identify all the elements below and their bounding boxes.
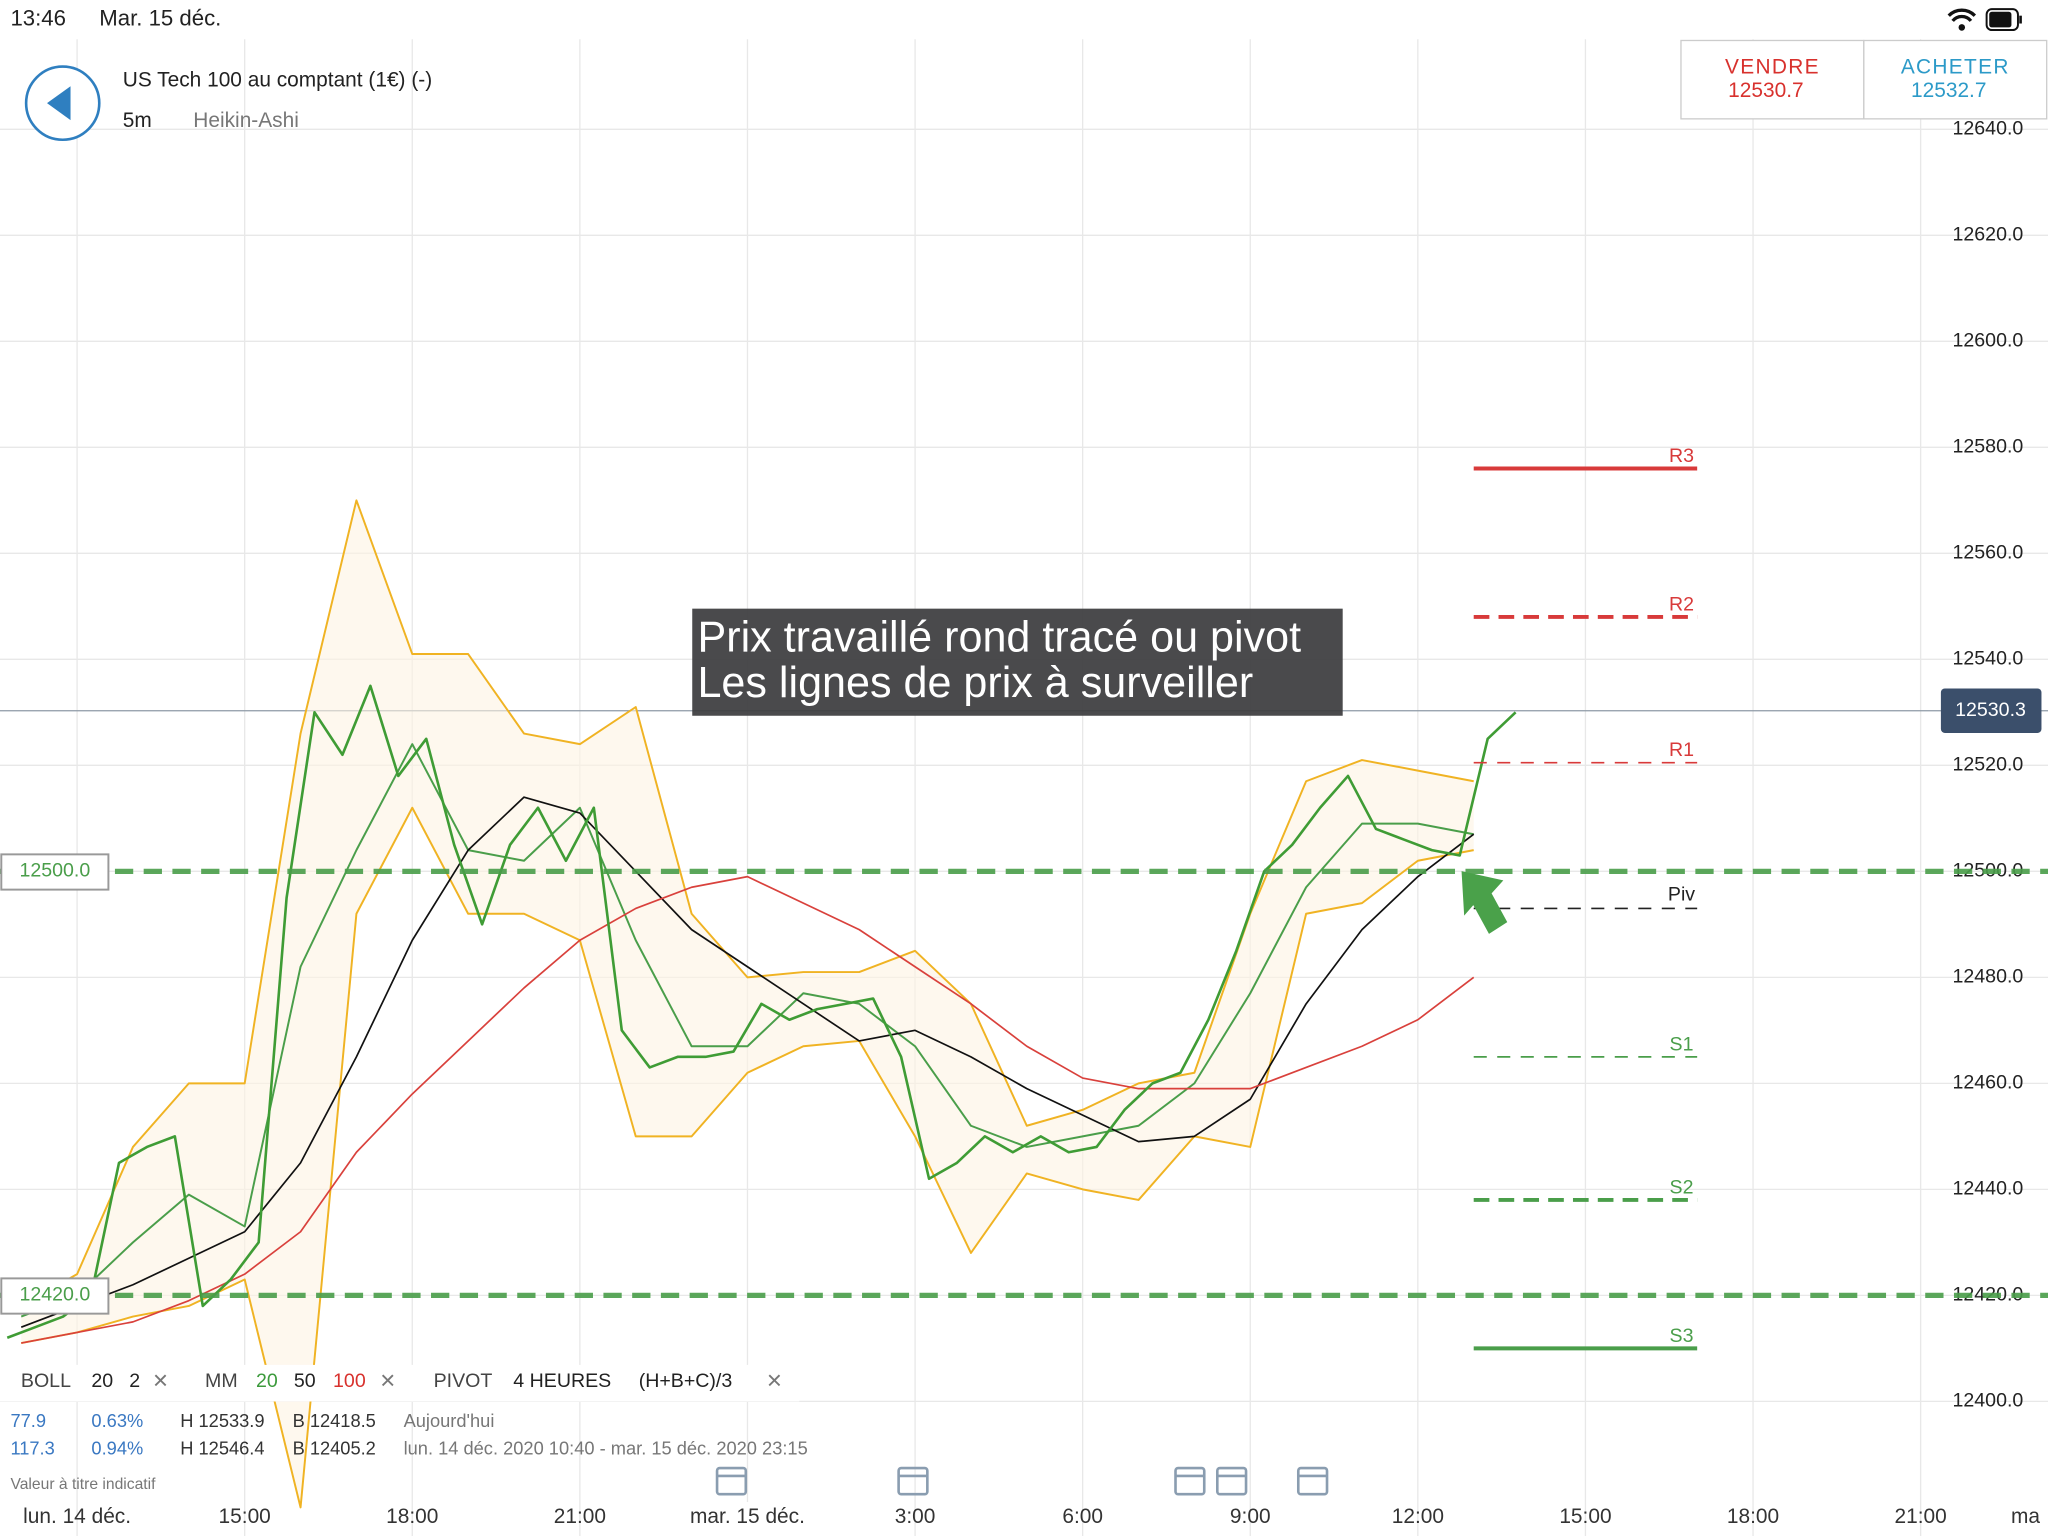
current-price-box — [1940, 688, 2042, 733]
x-tick-label: 18:00 — [386, 1505, 438, 1528]
annotation-line: Les lignes de prix à surveiller — [697, 659, 1253, 707]
y-tick-label: 12600.0 — [1953, 329, 2024, 351]
price-line — [6, 684, 1517, 1339]
y-tick-label: 12580.0 — [1953, 435, 2024, 457]
x-tick-label: 15:00 — [1559, 1505, 1611, 1528]
legend-value: (H+B+C)/3 — [639, 1370, 733, 1392]
overlay: 12400.0 12420.0 12440.0 12460.0 12480.0 12500… — [0, 117, 2048, 1536]
current-price-label: 12530.3 — [1955, 699, 2026, 721]
pivot-label: R3 — [1669, 445, 1694, 467]
x-tick-label: lun. 14 déc. — [23, 1505, 131, 1528]
x-tick-label: 21:00 — [554, 1505, 606, 1528]
stat: 117.3 — [10, 1438, 54, 1459]
stat: B 12405.2 — [293, 1438, 376, 1459]
pivot-label: R1 — [1669, 739, 1694, 761]
x-tick-label: 18:00 — [1727, 1505, 1779, 1528]
y-tick-label: 12520.0 — [1953, 754, 2024, 776]
sell-button[interactable]: VENDRE 12530.7 — [1680, 39, 1865, 120]
indicator-line — [21, 875, 1475, 1344]
sell-price: 12530.7 — [1728, 79, 1803, 102]
legend-value: 2 — [129, 1370, 140, 1392]
legend-boll: BOLL — [21, 1370, 71, 1392]
x-tick-label: 21:00 — [1895, 1505, 1947, 1528]
y-tick-label: 12620.0 — [1953, 223, 2024, 245]
legend-value: 4 HEURES — [513, 1370, 611, 1392]
y-tick-label: 12560.0 — [1953, 541, 2024, 563]
x-tick-label: 12:00 — [1392, 1505, 1444, 1528]
price-tag: 12500.0 — [19, 860, 90, 882]
y-tick-label: 12400.0 — [1953, 1390, 2024, 1412]
x-tick-label: 3:00 — [895, 1505, 936, 1528]
price-tag: 12420.0 — [19, 1284, 90, 1306]
remove-button[interactable]: × — [153, 1365, 168, 1395]
stats: 77.9 0.63% H 12533.9 B 12418.5 Aujourd'h… — [10, 1410, 807, 1493]
annotation: Prix travaillé rond tracé ou pivot Les l… — [692, 608, 1343, 716]
stat: 0.63% — [91, 1410, 143, 1431]
status-bar — [0, 0, 2048, 40]
stat: 77.9 — [10, 1410, 46, 1431]
timeframe[interactable]: 5m — [123, 109, 152, 132]
status-icons — [1947, 8, 2022, 32]
x-tick-label: mar. 15 déc. — [690, 1505, 805, 1528]
legend-value: 50 — [294, 1370, 316, 1392]
legend-pivot: PIVOT — [434, 1370, 493, 1392]
buy-button[interactable]: ACHETER 12532.7 — [1863, 39, 2048, 120]
status-date: Mar. 15 déc. — [99, 5, 221, 30]
legend-value: 100 — [333, 1370, 366, 1392]
stat: B 12418.5 — [293, 1410, 376, 1431]
y-tick-label: 12440.0 — [1953, 1178, 2024, 1200]
stat: 0.94% — [91, 1438, 143, 1459]
buy-label: ACHETER — [1901, 55, 2010, 78]
y-tick-label: 12460.0 — [1953, 1072, 2024, 1094]
pivot-label: Piv — [1668, 884, 1695, 906]
price-tag-box — [0, 853, 110, 891]
chart-style[interactable]: Heikin-Ashi — [193, 109, 299, 132]
pivot-label: S2 — [1670, 1176, 1694, 1198]
stat: H 12533.9 — [180, 1410, 264, 1431]
buy-price: 12532.7 — [1911, 79, 1986, 102]
stat: Aujourd'hui — [404, 1410, 495, 1431]
bollinger-fill — [21, 500, 1474, 1508]
x-tick-label: 6:00 — [1062, 1505, 1103, 1528]
x-tick-label: 15:00 — [219, 1505, 271, 1528]
x-tick-label: 9:00 — [1230, 1505, 1271, 1528]
indicator-line — [21, 806, 1474, 1509]
plot — [6, 499, 1517, 1509]
sell-label: VENDRE — [1725, 55, 1820, 78]
x-tick-label: ma — [2011, 1505, 2040, 1528]
indicator-line — [20, 499, 1474, 1307]
back-button[interactable] — [24, 65, 101, 142]
pivot-label: S1 — [1670, 1033, 1694, 1055]
legend-mm: MM — [205, 1370, 238, 1392]
disclaimer: Valeur à titre indicatif — [10, 1476, 156, 1493]
indicator-line — [20, 796, 1475, 1328]
pivot-label: R2 — [1669, 593, 1694, 615]
date-label-bg — [675, 1502, 820, 1536]
instrument-title: US Tech 100 au comptant (1€) (-) — [123, 68, 432, 91]
y-tick-label: 12540.0 — [1953, 647, 2024, 669]
arrow — [1461, 871, 1508, 934]
event-icons[interactable] — [715, 1466, 1329, 1496]
pivot-label: S3 — [1670, 1325, 1694, 1347]
price-tag-box — [0, 1277, 110, 1315]
annotation-line: Prix travaillé rond tracé ou pivot — [697, 613, 1301, 661]
remove-button[interactable]: × — [380, 1365, 395, 1395]
remove-button[interactable]: × — [767, 1365, 782, 1395]
stat: lun. 14 déc. 2020 10:40 - mar. 15 déc. 2… — [404, 1438, 808, 1459]
y-tick-label: 12480.0 — [1953, 966, 2024, 988]
stat: H 12546.4 — [180, 1438, 264, 1459]
status-time: 13:46 — [10, 5, 66, 30]
indicator-line — [20, 743, 1474, 1318]
y-tick-label: 12640.0 — [1953, 117, 2024, 139]
legend-value: 20 — [256, 1370, 278, 1392]
indicator-legend: BOLL 20 2 × MM 20 50 100 × PIVOT 4 HEURE… — [0, 1365, 800, 1402]
legend-value: 20 — [91, 1370, 113, 1392]
